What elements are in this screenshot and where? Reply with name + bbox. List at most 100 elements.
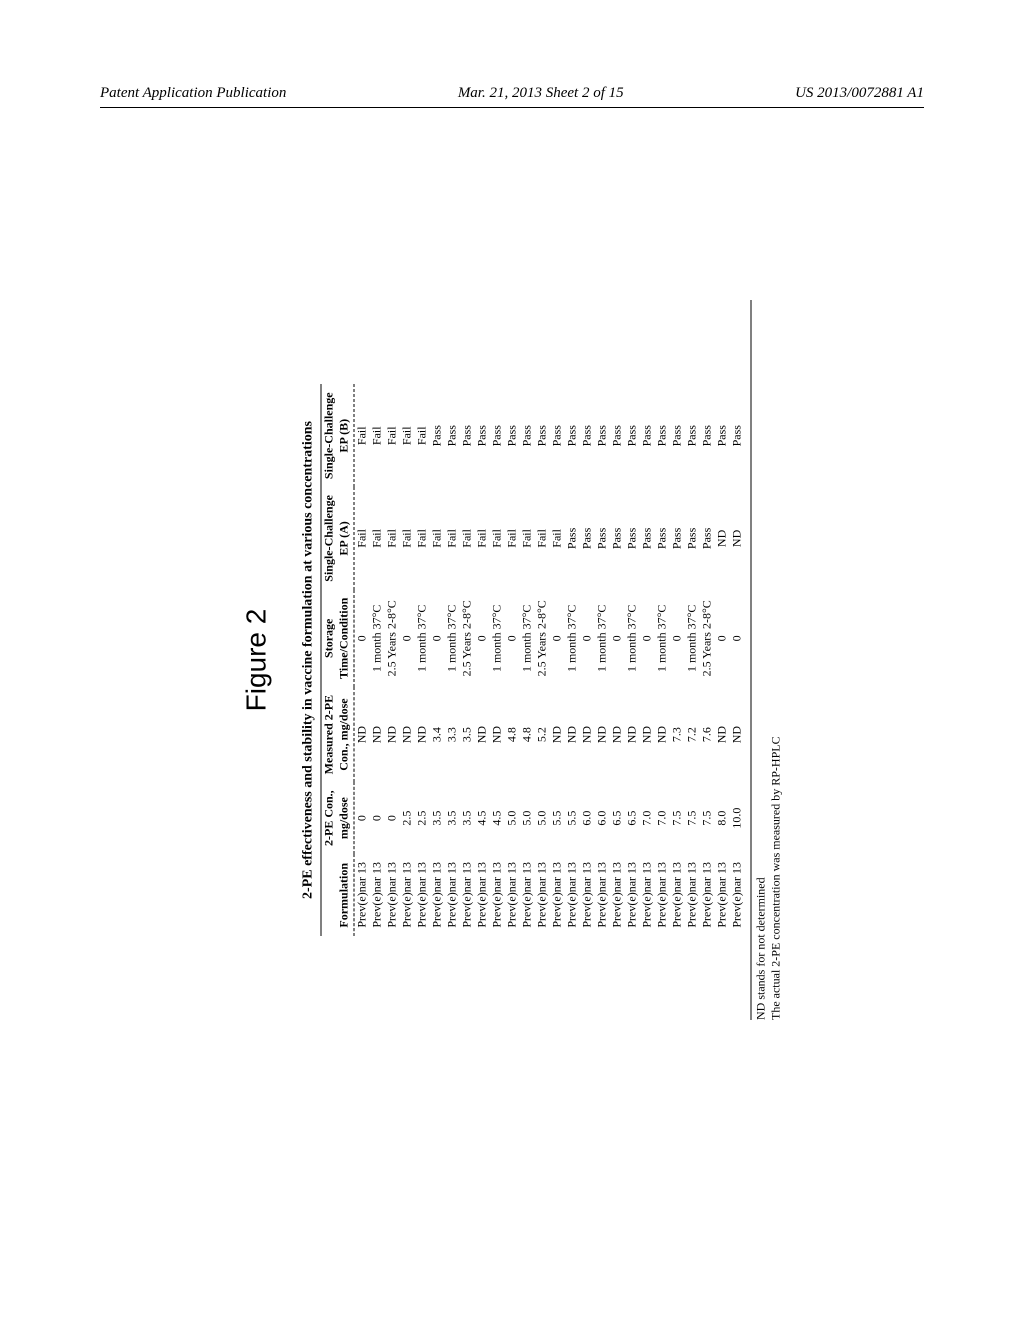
col-storage-group: Storage — [321, 590, 337, 687]
table-cell: Pass — [445, 384, 460, 487]
table-cell: Prev(e)nar 13 — [490, 854, 505, 936]
table-cell: 1 month 37°C — [655, 590, 670, 687]
table-cell: 6.0 — [580, 782, 595, 854]
table-cell: Prev(e)nar 13 — [400, 854, 415, 936]
table-cell: Prev(e)nar 13 — [445, 854, 460, 936]
table-cell: 1 month 37°C — [595, 590, 610, 687]
table-body: Prev(e)nar 130ND0FailFailPrev(e)nar 130N… — [354, 384, 745, 935]
table-cell: ND — [354, 687, 370, 782]
table-cell: Fail — [505, 487, 520, 590]
table-cell: 5.5 — [550, 782, 565, 854]
table-cell: Prev(e)nar 13 — [460, 854, 475, 936]
header-left: Patent Application Publication — [100, 85, 286, 102]
table-row: Prev(e)nar 134.5ND0FailPass — [475, 384, 490, 935]
table-cell: 5.0 — [520, 782, 535, 854]
table-row: Prev(e)nar 137.0ND1 month 37°CPassPass — [655, 384, 670, 935]
table-cell: Pass — [580, 487, 595, 590]
table-cell: 3.3 — [445, 687, 460, 782]
table-cell: ND — [475, 687, 490, 782]
table-cell: Prev(e)nar 13 — [715, 854, 730, 936]
table-cell: 7.0 — [655, 782, 670, 854]
table-row: Prev(e)nar 137.57.30PassPass — [670, 384, 685, 935]
table-cell: Fail — [385, 487, 400, 590]
table-cell: 5.0 — [535, 782, 550, 854]
table-cell: 2.5 — [400, 782, 415, 854]
table-cell: 0 — [354, 590, 370, 687]
table-cell: Prev(e)nar 13 — [415, 854, 430, 936]
table-cell: 3.5 — [460, 782, 475, 854]
table-cell: Prev(e)nar 13 — [730, 854, 745, 936]
table-cell: Fail — [400, 487, 415, 590]
table-cell: ND — [640, 687, 655, 782]
table-cell: Pass — [670, 487, 685, 590]
table-cell: Fail — [445, 487, 460, 590]
table-cell: Fail — [385, 384, 400, 487]
table-row: Prev(e)nar 132.5ND1 month 37°CFailFail — [415, 384, 430, 935]
table-cell: Pass — [595, 384, 610, 487]
col-formulation-group — [321, 854, 337, 936]
table-cell: Pass — [490, 384, 505, 487]
table-cell: Prev(e)nar 13 — [625, 854, 640, 936]
table-cell: 8.0 — [715, 782, 730, 854]
table-cell: Fail — [370, 487, 385, 590]
table-cell: Pass — [640, 487, 655, 590]
table-cell: 2.5 Years 2-8°C — [700, 590, 715, 687]
table-cell: 1 month 37°C — [625, 590, 640, 687]
table-cell: 0 — [354, 782, 370, 854]
header-group-row: 2-PE Con., Measured 2-PE Storage Single-… — [321, 384, 337, 935]
table-cell: Prev(e)nar 13 — [535, 854, 550, 936]
table-cell: Fail — [415, 384, 430, 487]
table-cell: 0 — [475, 590, 490, 687]
data-table: 2-PE Con., Measured 2-PE Storage Single-… — [321, 384, 745, 935]
table-cell: Pass — [625, 384, 640, 487]
table-cell: ND — [655, 687, 670, 782]
table-row: Prev(e)nar 135.04.80FailPass — [505, 384, 520, 935]
col-epb-group: Single-Challenge — [321, 384, 337, 487]
table-row: Prev(e)nar 130ND1 month 37°CFailFail — [370, 384, 385, 935]
header-right: US 2013/0072881 A1 — [795, 85, 924, 102]
table-cell: Pass — [715, 384, 730, 487]
table-row: Prev(e)nar 135.5ND1 month 37°CPassPass — [565, 384, 580, 935]
table-cell: 10.0 — [730, 782, 745, 854]
header-center: Mar. 21, 2013 Sheet 2 of 15 — [458, 85, 624, 102]
table-cell: 1 month 37°C — [415, 590, 430, 687]
table-cell: 4.8 — [520, 687, 535, 782]
table-cell: 1 month 37°C — [370, 590, 385, 687]
footnote-line: ND stands for not determined — [754, 300, 769, 1020]
table-cell: Prev(e)nar 13 — [475, 854, 490, 936]
table-cell: Fail — [460, 487, 475, 590]
col-storage: Time/Condition — [337, 590, 355, 687]
table-cell: 5.0 — [505, 782, 520, 854]
table-row: Prev(e)nar 134.5ND1 month 37°CFailPass — [490, 384, 505, 935]
table-cell: Prev(e)nar 13 — [385, 854, 400, 936]
table-row: Prev(e)nar 137.57.21 month 37°CPassPass — [685, 384, 700, 935]
table-cell: 1 month 37°C — [520, 590, 535, 687]
table-cell: Pass — [550, 384, 565, 487]
table-cell: 6.5 — [625, 782, 640, 854]
table-row: Prev(e)nar 136.0ND1 month 37°CPassPass — [595, 384, 610, 935]
table-cell: Prev(e)nar 13 — [505, 854, 520, 936]
table-row: Prev(e)nar 130ND2.5 Years 2-8°CFailFail — [385, 384, 400, 935]
col-con: mg/dose — [337, 782, 355, 854]
table-cell: 3.5 — [430, 782, 445, 854]
table-cell: ND — [595, 687, 610, 782]
table-cell: ND — [490, 687, 505, 782]
table-cell: Prev(e)nar 13 — [685, 854, 700, 936]
table-cell: 2.5 — [415, 782, 430, 854]
table-cell: Prev(e)nar 13 — [550, 854, 565, 936]
table-cell: Prev(e)nar 13 — [670, 854, 685, 936]
table-row: Prev(e)nar 130ND0FailFail — [354, 384, 370, 935]
table-cell: 1 month 37°C — [490, 590, 505, 687]
page-header: Patent Application Publication Mar. 21, … — [0, 85, 1024, 102]
table-cell: 1 month 37°C — [445, 590, 460, 687]
table-cell: Pass — [505, 384, 520, 487]
table-cell: 7.6 — [700, 687, 715, 782]
table-cell: 1 month 37°C — [565, 590, 580, 687]
table-row: Prev(e)nar 136.5ND1 month 37°CPassPass — [625, 384, 640, 935]
table-cell: ND — [715, 687, 730, 782]
table-caption: 2-PE effectiveness and stability in vacc… — [301, 160, 317, 1160]
table-row: Prev(e)nar 135.05.22.5 Years 2-8°CFailPa… — [535, 384, 550, 935]
col-con-group: 2-PE Con., — [321, 782, 337, 854]
table-footnotes: ND stands for not determined The actual … — [751, 300, 784, 1020]
table-cell: ND — [565, 687, 580, 782]
